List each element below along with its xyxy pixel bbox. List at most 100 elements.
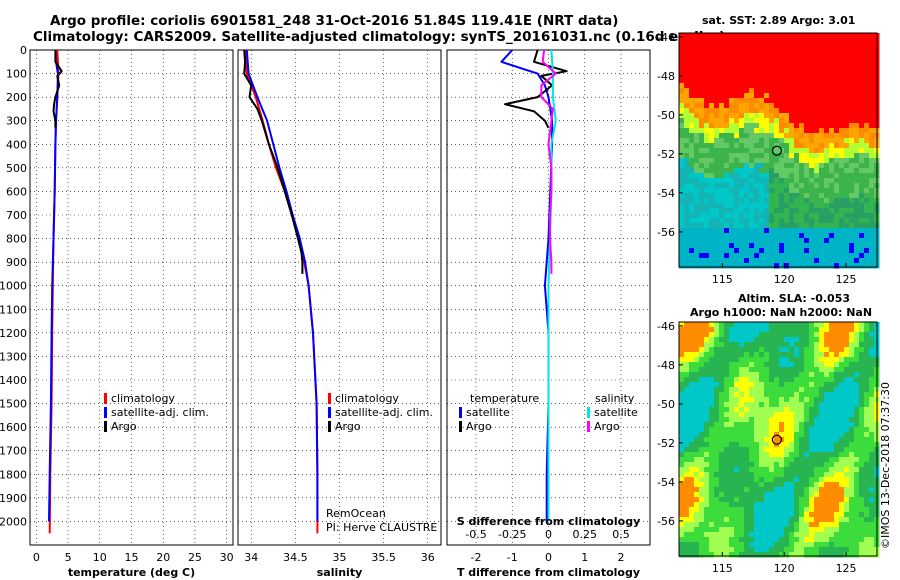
map-cell bbox=[859, 347, 865, 353]
legend-t-argo: Argo bbox=[466, 420, 492, 433]
map-cell bbox=[734, 143, 740, 149]
map-cell bbox=[824, 367, 830, 373]
map-cell bbox=[719, 512, 725, 518]
legend-t-satellite-swatch bbox=[459, 407, 462, 418]
map-cell bbox=[764, 143, 770, 149]
map-cell bbox=[679, 83, 685, 89]
map-cell bbox=[819, 412, 825, 418]
map-cell bbox=[714, 437, 720, 443]
map-cell bbox=[789, 357, 795, 363]
map-cell bbox=[684, 118, 690, 124]
map-cell bbox=[829, 387, 835, 393]
map-cell bbox=[759, 163, 765, 169]
map-cell bbox=[769, 392, 775, 398]
map-cell bbox=[749, 228, 755, 234]
map-cell bbox=[844, 88, 850, 94]
map-cell bbox=[794, 532, 800, 538]
map-cell bbox=[789, 347, 795, 353]
map-cell bbox=[719, 48, 725, 54]
map-cell bbox=[724, 342, 730, 348]
map-cell bbox=[789, 118, 795, 124]
map-cell bbox=[804, 118, 810, 124]
map-cell bbox=[799, 322, 805, 328]
map-cell bbox=[824, 58, 830, 64]
map-cell bbox=[759, 397, 765, 403]
secondary-axis-title: S difference from climatology bbox=[457, 515, 641, 528]
map-cell bbox=[784, 68, 790, 74]
map-cell bbox=[804, 407, 810, 413]
map-cell bbox=[784, 33, 790, 39]
map-cell bbox=[839, 337, 845, 343]
map-cell bbox=[684, 33, 690, 39]
map-cell bbox=[814, 143, 820, 149]
map-cell bbox=[789, 68, 795, 74]
map-cell bbox=[759, 208, 765, 214]
map-cell bbox=[839, 537, 845, 543]
map-cell bbox=[849, 532, 855, 538]
map-cell bbox=[684, 357, 690, 363]
map-cell bbox=[689, 53, 695, 59]
map-cell bbox=[799, 83, 805, 89]
map-cell bbox=[859, 228, 865, 234]
map-cell bbox=[779, 248, 785, 254]
legend-temp-item-swatch bbox=[104, 407, 107, 418]
map-cell bbox=[854, 48, 860, 54]
map-cell bbox=[699, 492, 705, 498]
map-cell bbox=[779, 208, 785, 214]
map-cell bbox=[844, 532, 850, 538]
map-cell bbox=[819, 83, 825, 89]
map-cell bbox=[734, 123, 740, 129]
map-cell bbox=[704, 442, 710, 448]
map-cell bbox=[839, 38, 845, 44]
map-cell bbox=[739, 427, 745, 433]
map-cell bbox=[844, 223, 850, 229]
map-cell bbox=[829, 93, 835, 99]
map-cell bbox=[799, 243, 805, 249]
map-cell bbox=[729, 228, 735, 234]
map-cell bbox=[809, 432, 815, 438]
map-cell bbox=[704, 118, 710, 124]
map-cell bbox=[709, 78, 715, 84]
map-cell bbox=[714, 138, 720, 144]
map-cell bbox=[839, 208, 845, 214]
map-cell bbox=[789, 467, 795, 473]
map-cell bbox=[819, 407, 825, 413]
map-cell bbox=[804, 357, 810, 363]
map-cell bbox=[809, 193, 815, 199]
map-cell bbox=[854, 253, 860, 259]
map-cell bbox=[684, 173, 690, 179]
map-cell bbox=[744, 198, 750, 204]
map-lat-label: -52 bbox=[657, 148, 675, 161]
map-cell bbox=[789, 437, 795, 443]
map-cell bbox=[779, 432, 785, 438]
map-cell bbox=[749, 53, 755, 59]
map-cell bbox=[774, 437, 780, 443]
map-cell bbox=[814, 128, 820, 134]
map-cell bbox=[724, 138, 730, 144]
map-cell bbox=[739, 332, 745, 338]
map-cell bbox=[709, 527, 715, 533]
map-cell bbox=[834, 332, 840, 338]
map-cell bbox=[779, 63, 785, 69]
map-cell bbox=[814, 188, 820, 194]
map-cell bbox=[754, 467, 760, 473]
map-cell bbox=[859, 188, 865, 194]
map-cell bbox=[709, 178, 715, 184]
map-cell bbox=[729, 422, 735, 428]
map-cell bbox=[839, 497, 845, 503]
map-cell bbox=[714, 208, 720, 214]
map-cell bbox=[719, 367, 725, 373]
map-cell bbox=[689, 412, 695, 418]
map-cell bbox=[729, 78, 735, 84]
map-cell bbox=[844, 387, 850, 393]
map-cell bbox=[794, 208, 800, 214]
map-cell bbox=[809, 352, 815, 358]
map-cell bbox=[809, 462, 815, 468]
map-cell bbox=[709, 422, 715, 428]
map-cell bbox=[694, 48, 700, 54]
map-cell bbox=[854, 342, 860, 348]
map-cell bbox=[699, 213, 705, 219]
map-cell bbox=[854, 487, 860, 493]
map-cell bbox=[814, 452, 820, 458]
map-cell bbox=[834, 392, 840, 398]
